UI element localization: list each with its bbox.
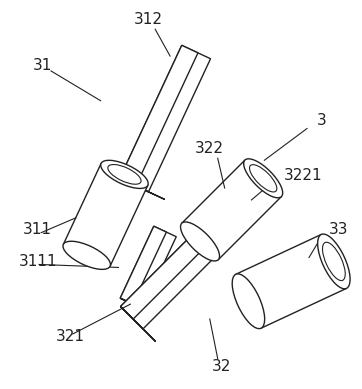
Text: 322: 322 [195, 141, 224, 156]
Text: 3221: 3221 [284, 168, 323, 183]
Text: 312: 312 [134, 12, 163, 27]
Polygon shape [121, 180, 269, 329]
Ellipse shape [181, 222, 219, 261]
Polygon shape [120, 46, 211, 192]
Ellipse shape [101, 160, 148, 188]
Polygon shape [121, 180, 260, 319]
Ellipse shape [317, 234, 350, 289]
Polygon shape [120, 46, 198, 186]
Text: 33: 33 [329, 222, 348, 237]
Polygon shape [120, 179, 165, 200]
Text: 311: 311 [23, 222, 52, 237]
Text: 32: 32 [212, 359, 231, 374]
Ellipse shape [63, 241, 110, 269]
Polygon shape [63, 163, 148, 266]
Text: 3: 3 [317, 113, 327, 128]
Ellipse shape [244, 159, 283, 198]
Text: 31: 31 [33, 58, 52, 74]
Ellipse shape [232, 274, 265, 329]
Polygon shape [121, 307, 156, 342]
Polygon shape [182, 160, 281, 260]
Text: 321: 321 [56, 329, 85, 344]
Polygon shape [120, 226, 176, 308]
Polygon shape [120, 226, 167, 304]
Polygon shape [236, 235, 346, 328]
Polygon shape [120, 298, 155, 315]
Text: 3111: 3111 [19, 254, 58, 269]
